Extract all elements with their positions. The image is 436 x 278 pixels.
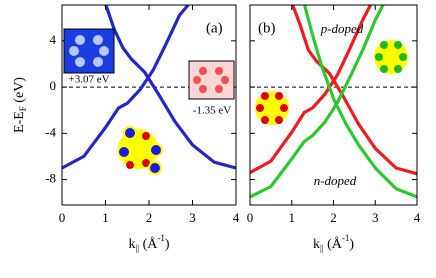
plot-area bbox=[62, 5, 236, 170]
x-tick-label: 1 bbox=[289, 210, 296, 225]
band-line bbox=[302, 5, 417, 199]
band-line bbox=[250, 5, 385, 199]
plot-area bbox=[250, 5, 417, 199]
x-tick-label: 4 bbox=[414, 210, 421, 225]
axis-label-part: k bbox=[128, 237, 135, 252]
panel-label: (a) bbox=[206, 20, 223, 36]
band-line bbox=[250, 5, 373, 175]
axis-label-part: ) bbox=[165, 237, 170, 252]
axis-label-part: || bbox=[320, 243, 324, 253]
panel-label: (b) bbox=[258, 20, 276, 36]
x-tick-label: 3 bbox=[189, 210, 196, 225]
band-line bbox=[290, 5, 417, 176]
annotation: p-doped bbox=[320, 21, 364, 36]
x-tick-label: 2 bbox=[146, 210, 153, 225]
x-tick-label: 0 bbox=[59, 210, 66, 225]
molecule-icon-a bbox=[117, 126, 163, 175]
inset-blue-density bbox=[63, 28, 115, 74]
axis-label-part: k bbox=[313, 237, 320, 252]
y-tick-label: -8 bbox=[45, 171, 56, 186]
y-axis-label: E-EF (eV) bbox=[12, 77, 28, 133]
y-tick-label: 0 bbox=[50, 78, 57, 93]
x-axis-label: k|| (Å-1) bbox=[313, 233, 354, 253]
y-tick-label: -4 bbox=[45, 124, 56, 139]
x-tick-label: 3 bbox=[372, 210, 379, 225]
x-tick-label: 2 bbox=[330, 210, 337, 225]
molecule-icon-green bbox=[374, 40, 408, 74]
x-axis-label: k|| (Å-1) bbox=[128, 233, 169, 253]
band-line bbox=[104, 5, 236, 170]
axis-label-part: E-E bbox=[12, 111, 27, 133]
annotation: +3.07 eV bbox=[68, 74, 109, 86]
axis-label-part: -1 bbox=[342, 233, 350, 243]
x-tick-label: 1 bbox=[102, 210, 109, 225]
axis-label-part: (Å bbox=[139, 236, 158, 252]
axis-label-part: || bbox=[135, 243, 139, 253]
axis-label-part: F bbox=[18, 106, 28, 111]
annotation: n-doped bbox=[314, 173, 357, 188]
x-tick-label: 4 bbox=[233, 210, 240, 225]
axis-label-part: -1 bbox=[157, 233, 165, 243]
x-tick-label: 0 bbox=[247, 210, 254, 225]
axis-label-part: ) bbox=[349, 237, 354, 252]
band-line bbox=[62, 5, 190, 170]
annotation: -1.35 eV bbox=[193, 105, 232, 117]
molecule-icon-red bbox=[255, 91, 289, 125]
axis-label-part: (Å bbox=[324, 236, 343, 252]
inset-red-density bbox=[188, 60, 235, 100]
axis-label-part: (eV) bbox=[12, 77, 27, 106]
y-tick-label: 4 bbox=[50, 32, 57, 47]
